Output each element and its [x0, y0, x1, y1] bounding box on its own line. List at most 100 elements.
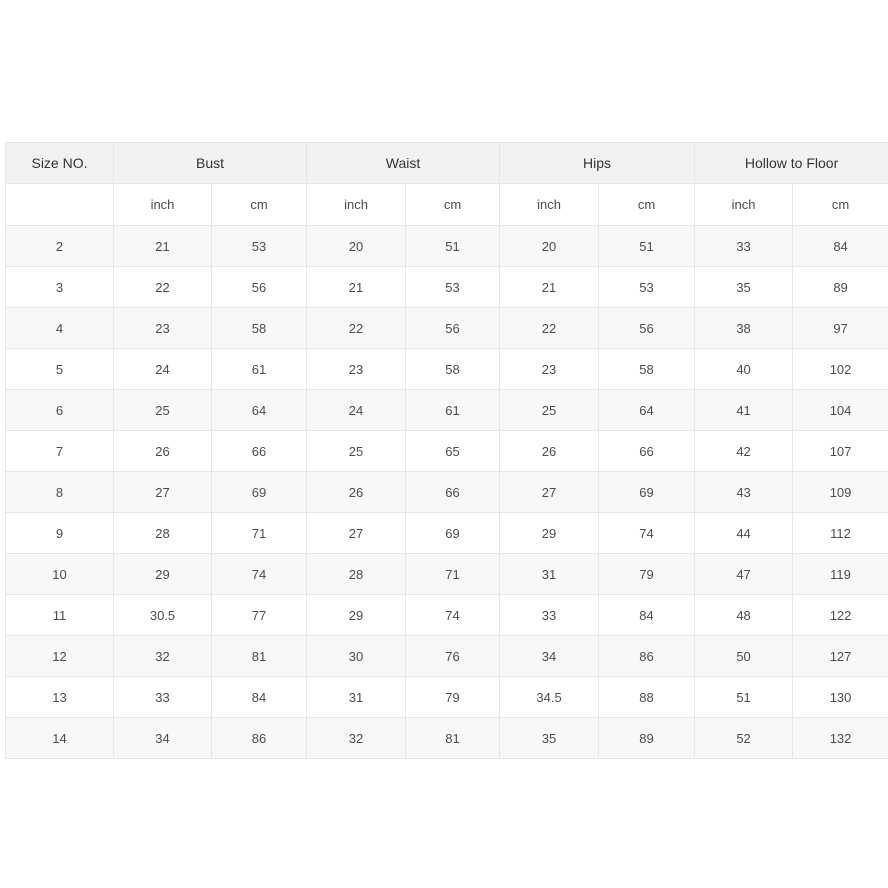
cell-value: 74	[598, 512, 696, 554]
cell-value: 21	[306, 266, 407, 308]
cell-value: 40	[694, 348, 794, 390]
cell-value: 88	[598, 676, 696, 718]
unit-header-cm-4: cm	[405, 183, 501, 226]
cell-value: 25	[113, 389, 212, 431]
cell-value: 66	[598, 430, 696, 472]
cell-value: 50	[694, 635, 794, 677]
unit-header-cm-6: cm	[598, 183, 696, 226]
cell-value: 61	[210, 348, 308, 390]
cell-value: 22	[306, 307, 407, 349]
column-group-size-no: Size NO.	[5, 142, 114, 184]
cell-size-no: 3	[5, 266, 114, 308]
cell-value: 34	[113, 717, 212, 759]
cell-value: 25	[499, 389, 600, 431]
cell-value: 132	[792, 717, 888, 759]
cell-value: 53	[598, 266, 696, 308]
cell-size-no: 10	[5, 553, 114, 595]
cell-value: 53	[210, 225, 308, 267]
cell-value: 26	[306, 471, 407, 513]
column-group-hips: Hips	[499, 142, 696, 184]
cell-value: 35	[694, 266, 794, 308]
cell-value: 51	[598, 225, 696, 267]
cell-value: 107	[792, 430, 888, 472]
cell-value: 58	[405, 348, 501, 390]
cell-value: 69	[598, 471, 696, 513]
cell-value: 61	[405, 389, 501, 431]
cell-value: 47	[694, 553, 794, 595]
cell-value: 53	[405, 266, 501, 308]
cell-value: 51	[694, 676, 794, 718]
cell-value: 23	[499, 348, 600, 390]
cell-value: 27	[113, 471, 212, 513]
cell-value: 44	[694, 512, 794, 554]
cell-value: 21	[499, 266, 600, 308]
cell-value: 71	[405, 553, 501, 595]
cell-value: 89	[792, 266, 888, 308]
cell-value: 22	[113, 266, 212, 308]
cell-value: 81	[405, 717, 501, 759]
cell-value: 32	[306, 717, 407, 759]
cell-size-no: 14	[5, 717, 114, 759]
cell-value: 79	[405, 676, 501, 718]
cell-value: 38	[694, 307, 794, 349]
cell-size-no: 12	[5, 635, 114, 677]
size-table-head: Size NO. Bust Waist Hips Hollow to Floor inc…	[5, 142, 888, 226]
cell-value: 109	[792, 471, 888, 513]
cell-value: 24	[306, 389, 407, 431]
cell-value: 66	[405, 471, 501, 513]
cell-value: 20	[499, 225, 600, 267]
cell-value: 64	[210, 389, 308, 431]
cell-value: 27	[499, 471, 600, 513]
cell-value: 52	[694, 717, 794, 759]
cell-value: 69	[405, 512, 501, 554]
cell-value: 29	[499, 512, 600, 554]
cell-value: 64	[598, 389, 696, 431]
table-row: 5 24 61 23 58 23 58 40 102	[5, 348, 888, 390]
cell-value: 28	[113, 512, 212, 554]
cell-value: 119	[792, 553, 888, 595]
table-row: 2 21 53 20 51 20 51 33 84	[5, 225, 888, 267]
unit-header-cm-2: cm	[210, 183, 308, 226]
table-row: 6 25 64 24 61 25 64 41 104	[5, 389, 888, 431]
table-row: 3 22 56 21 53 21 53 35 89	[5, 266, 888, 308]
unit-header-inch-3: inch	[306, 183, 407, 226]
column-group-waist: Waist	[306, 142, 501, 184]
cell-value: 23	[306, 348, 407, 390]
cell-value: 86	[598, 635, 696, 677]
column-group-row: Size NO. Bust Waist Hips Hollow to Floor	[5, 142, 888, 184]
unit-header-blank	[5, 183, 114, 226]
cell-value: 84	[792, 225, 888, 267]
cell-value: 130	[792, 676, 888, 718]
cell-size-no: 2	[5, 225, 114, 267]
cell-value: 69	[210, 471, 308, 513]
cell-value: 71	[210, 512, 308, 554]
cell-size-no: 11	[5, 594, 114, 636]
cell-value: 42	[694, 430, 794, 472]
cell-value: 43	[694, 471, 794, 513]
cell-value: 79	[598, 553, 696, 595]
cell-value: 33	[113, 676, 212, 718]
cell-value: 30	[306, 635, 407, 677]
cell-value: 86	[210, 717, 308, 759]
cell-value: 26	[113, 430, 212, 472]
cell-value: 27	[306, 512, 407, 554]
cell-value: 41	[694, 389, 794, 431]
cell-value: 102	[792, 348, 888, 390]
cell-value: 28	[306, 553, 407, 595]
cell-size-no: 5	[5, 348, 114, 390]
cell-size-no: 9	[5, 512, 114, 554]
cell-value: 51	[405, 225, 501, 267]
cell-value: 97	[792, 307, 888, 349]
cell-value: 25	[306, 430, 407, 472]
cell-size-no: 13	[5, 676, 114, 718]
cell-value: 56	[405, 307, 501, 349]
table-row: 7 26 66 25 65 26 66 42 107	[5, 430, 888, 472]
table-row: 11 30.5 77 29 74 33 84 48 122	[5, 594, 888, 636]
cell-value: 56	[598, 307, 696, 349]
size-table: Size NO. Bust Waist Hips Hollow to Floor inc…	[5, 142, 888, 759]
cell-size-no: 7	[5, 430, 114, 472]
cell-value: 84	[598, 594, 696, 636]
size-chart: Size NO. Bust Waist Hips Hollow to Floor inc…	[5, 142, 888, 759]
table-row: 14 34 86 32 81 35 89 52 132	[5, 717, 888, 759]
